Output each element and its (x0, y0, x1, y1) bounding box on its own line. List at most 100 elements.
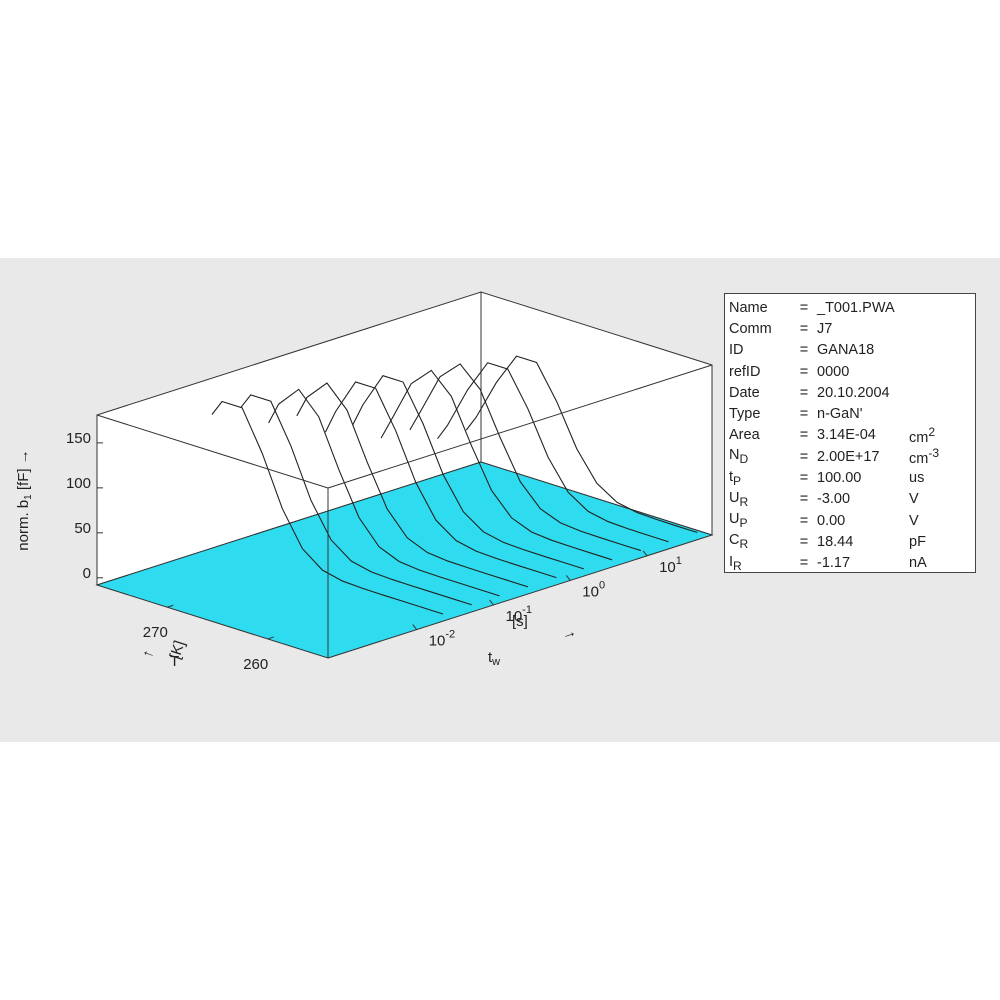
t-tick (267, 636, 274, 640)
z-label-part: norm. b (15, 500, 32, 551)
info-eq: = (799, 448, 809, 465)
info-key-cell: ID (729, 342, 791, 358)
x-tick-base: 10 (582, 583, 599, 600)
info-eq: = (799, 512, 809, 529)
info-key: C (729, 532, 740, 549)
info-key: Date (729, 384, 760, 401)
info-table: Name = _T001.PWA Comm = J7 ID = GANA18 refID = 0000… (724, 293, 976, 573)
info-row: ND = 2.00E+17 cm-3 (729, 446, 971, 467)
info-key: Area (729, 427, 760, 444)
info-key-cell: Name (729, 300, 791, 316)
info-value: 20.10.2004 (817, 384, 890, 401)
info-key-cell: Type (729, 406, 791, 422)
t-axis-unit: [K] (167, 638, 189, 661)
info-value: 3.14E-04 (817, 427, 876, 444)
info-row: Area = 3.14E-04 cm2 (729, 425, 971, 446)
info-key-sub: R (739, 537, 749, 552)
z-label-part: 1 (23, 494, 34, 500)
info-key-cell: UP (729, 511, 791, 530)
info-row: UP = 0.00 V (729, 510, 971, 531)
info-eq: = (799, 470, 809, 487)
info-key: Type (729, 406, 761, 423)
info-unit: V (909, 491, 919, 508)
info-key: t (729, 468, 734, 485)
info-eq: = (799, 299, 809, 316)
x-axis-unit: [s] (512, 613, 528, 630)
info-key: U (729, 489, 740, 506)
info-key-cell: tP (729, 469, 791, 488)
info-unit-sup: -3 (928, 446, 940, 461)
info-row: UR = -3.00 V (729, 489, 971, 510)
info-value: -1.17 (817, 555, 851, 572)
info-key-cell: Date (729, 385, 791, 401)
info-row: ID = GANA18 (729, 340, 971, 361)
z-axis-label: norm. b1 [fF] → (15, 449, 34, 550)
x-axis-arrow: → (559, 623, 579, 644)
x-tick (642, 550, 648, 557)
curve (211, 400, 444, 615)
info-key-cell: CR (729, 532, 791, 551)
z-tick-label: 0 (83, 565, 91, 582)
curve (409, 363, 642, 552)
info-unit-sup: 2 (928, 425, 936, 440)
info-row: Comm = J7 (729, 318, 971, 339)
z-label-part: [fF] → (15, 449, 32, 494)
info-key: I (729, 553, 734, 570)
info-value: 100.00 (817, 470, 862, 487)
info-unit-cell: nA (909, 555, 969, 571)
z-tick-label: 50 (74, 520, 91, 537)
t-axis-label: T (170, 653, 179, 670)
info-unit: us (909, 470, 925, 487)
info-row: CR = 18.44 pF (729, 531, 971, 552)
curve (296, 382, 529, 588)
curve (465, 355, 698, 534)
info-eq: = (799, 342, 809, 359)
info-key: Comm (729, 320, 772, 337)
x-tick (412, 624, 418, 630)
info-value: _T001.PWA (817, 299, 895, 316)
info-row: tP = 100.00 us (729, 467, 971, 488)
info-key: refID (729, 363, 761, 380)
info-key-cell: UR (729, 490, 791, 509)
info-key-sub: P (739, 516, 748, 531)
info-key-cell: ND (729, 447, 791, 466)
curve (352, 375, 584, 570)
info-unit: cm (909, 429, 929, 446)
x-label-sub: w (491, 656, 500, 668)
z-tick-label: 150 (66, 430, 91, 447)
info-eq: = (799, 363, 809, 380)
x-tick-exp: 1 (676, 555, 682, 567)
info-key: U (729, 511, 740, 528)
info-key-cell: Comm (729, 321, 791, 337)
x-tick-exp: -2 (445, 628, 455, 640)
info-unit-cell: us (909, 470, 969, 486)
info-eq: = (799, 533, 809, 550)
curve (324, 381, 557, 579)
x-tick-base: 10 (429, 633, 446, 650)
info-eq: = (799, 320, 809, 337)
info-key-sub: R (739, 494, 749, 509)
x-tick-exp: 0 (599, 579, 605, 591)
info-key: Name (729, 299, 768, 316)
info-unit-cell: pF (909, 534, 969, 550)
x-tick-label: 10-2 (429, 628, 455, 649)
x-tick-exp: -1 (522, 604, 532, 616)
x-tick-label: 10-1 (505, 604, 531, 625)
info-unit: nA (909, 555, 927, 572)
x-tick (565, 575, 571, 581)
info-unit: V (909, 512, 919, 529)
x-tick (489, 599, 494, 606)
info-key-sub: R (733, 558, 742, 573)
info-value: 2.00E+17 (817, 448, 880, 465)
info-eq: = (799, 555, 809, 572)
info-eq: = (799, 406, 809, 423)
info-key: N (729, 447, 740, 464)
box-edge (327, 364, 713, 489)
x-axis-label: tw (488, 649, 500, 668)
z-tick-label: 100 (66, 475, 91, 492)
t-tick (167, 604, 174, 608)
info-eq: = (799, 384, 809, 401)
t-tick-label: 270 (143, 624, 168, 641)
